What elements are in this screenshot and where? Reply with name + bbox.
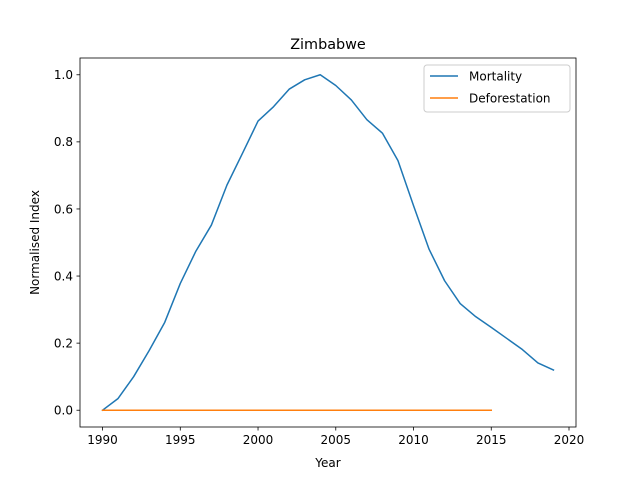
x-tick-label: 2020	[554, 433, 585, 447]
x-axis: 1990 1995 2000 2005 2010 2015 2020	[87, 427, 584, 447]
x-tick-label: 2000	[243, 433, 274, 447]
plot-frame	[79, 57, 577, 428]
chart-title: Zimbabwe	[290, 37, 366, 53]
legend-label: Mortality	[469, 70, 522, 84]
x-tick-label: 1990	[87, 433, 118, 447]
x-tick-label: 1995	[165, 433, 196, 447]
y-tick-label: 0.2	[54, 336, 73, 350]
y-axis-label: Normalised Index	[28, 190, 42, 295]
x-axis-label: Year	[314, 456, 340, 470]
legend-label: Deforestation	[469, 92, 551, 106]
x-tick-label: 2005	[321, 433, 352, 447]
y-tick-label: 1.0	[54, 68, 73, 82]
y-axis: 0.0 0.2 0.4 0.6 0.8 1.0	[54, 68, 80, 418]
legend-box	[423, 64, 571, 113]
x-tick-label: 2015	[476, 433, 507, 447]
y-tick-label: 0.0	[54, 404, 73, 418]
plot-area	[101, 74, 555, 412]
y-tick-label: 0.4	[54, 269, 73, 283]
y-tick-label: 0.8	[54, 135, 73, 149]
x-tick-label: 2010	[398, 433, 429, 447]
y-tick-label: 0.6	[54, 202, 73, 216]
series-line-mortality	[101, 74, 555, 412]
legend: Mortality Deforestation	[423, 64, 571, 113]
